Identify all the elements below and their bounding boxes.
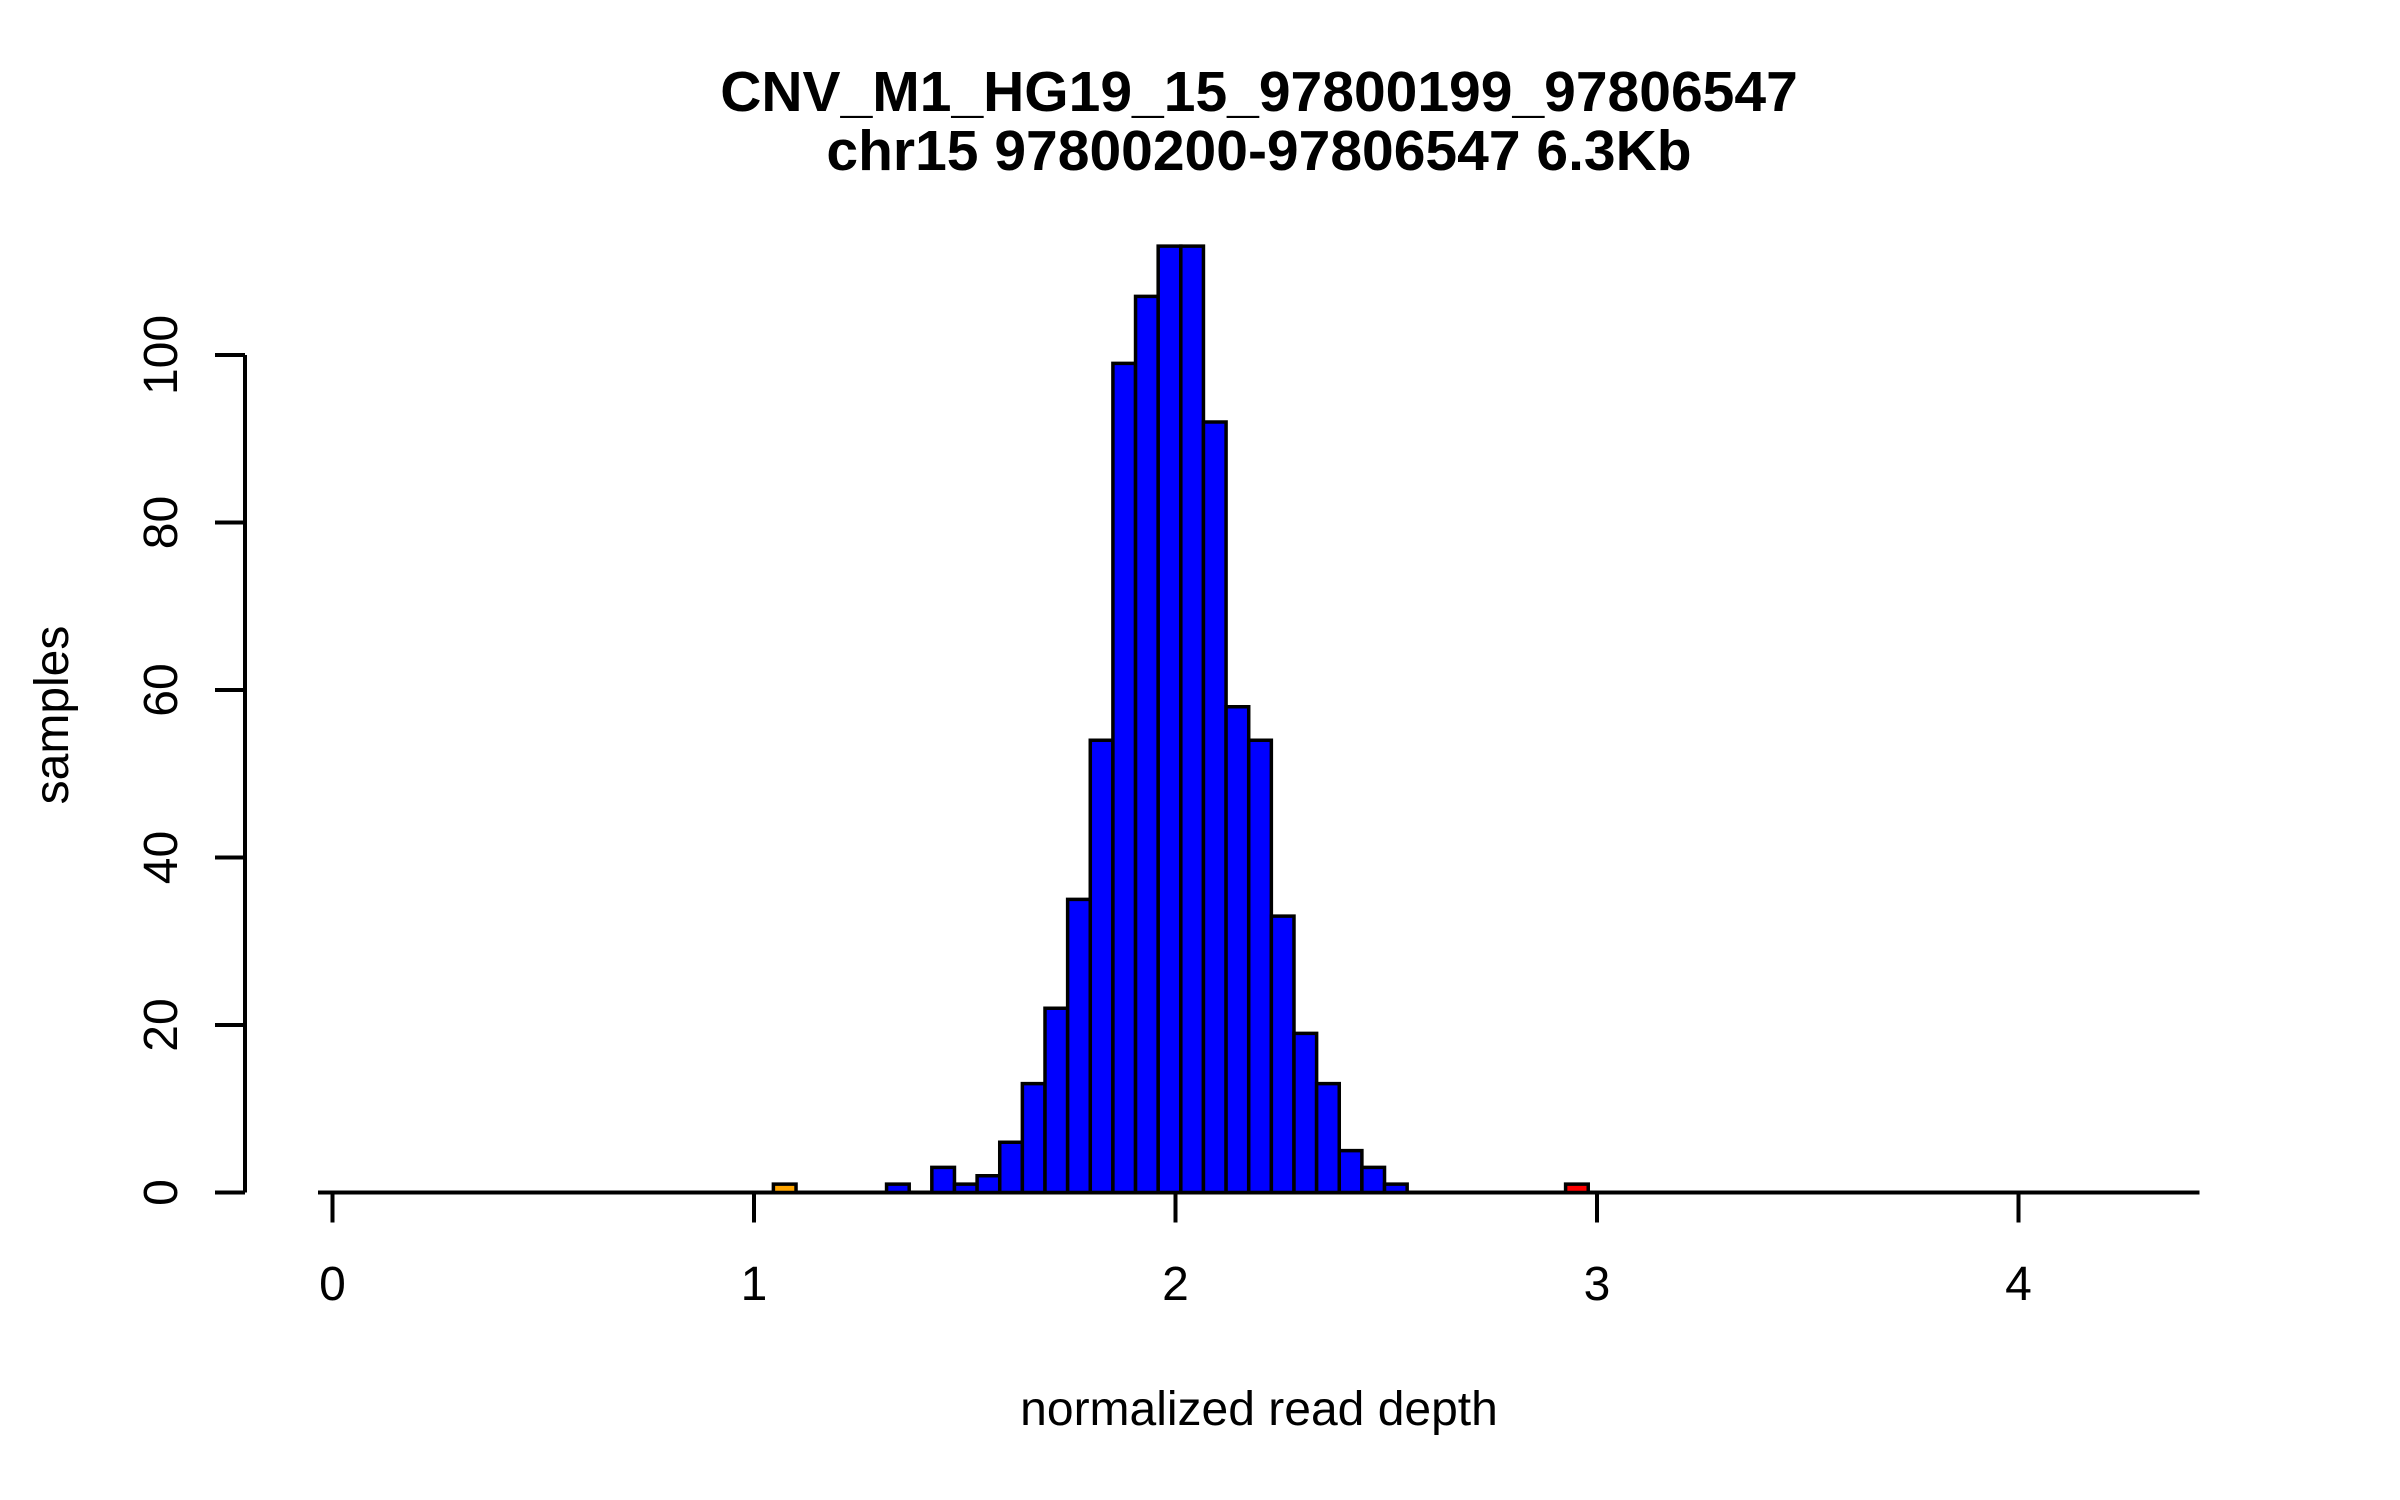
- histogram-bar: [1314, 1081, 1342, 1195]
- histogram-bar: [1360, 1165, 1387, 1195]
- x-tick-label: 3: [1584, 1258, 1611, 1311]
- chart-title-line2: chr15 97800200-97806547 6.3Kb: [826, 119, 1691, 183]
- y-tick-label: 0: [135, 1179, 188, 1206]
- x-tick-label: 0: [319, 1258, 346, 1311]
- y-tick-label: 60: [135, 663, 188, 716]
- y-tick-label: 100: [135, 315, 188, 395]
- histogram-bar: [1111, 361, 1138, 1195]
- y-tick-label: 40: [135, 831, 188, 884]
- histogram-bar: [1201, 420, 1228, 1195]
- histogram-bar: [1179, 244, 1206, 1195]
- histogram-bar: [952, 1182, 979, 1195]
- histogram-bar: [1043, 1006, 1070, 1195]
- histogram-bar: [975, 1174, 1002, 1195]
- histogram-bar: [1065, 897, 1093, 1195]
- histogram-bar: [1246, 738, 1274, 1195]
- low-outlier-bar: [771, 1182, 798, 1195]
- chart-title-line1: CNV_M1_HG19_15_97800199_97806547: [720, 60, 1798, 124]
- x-tick-label: 2: [1162, 1258, 1189, 1311]
- histogram-bar: [1224, 705, 1251, 1195]
- histogram-bar: [884, 1182, 911, 1195]
- histogram-bar: [1088, 738, 1115, 1195]
- histogram-bar: [1269, 914, 1296, 1195]
- histogram-bar: [930, 1165, 957, 1195]
- y-tick-label: 80: [135, 496, 188, 549]
- x-axis-label: normalized read depth: [1020, 1383, 1498, 1436]
- x-tick-label: 1: [741, 1258, 768, 1311]
- histogram-bar: [997, 1140, 1025, 1195]
- histogram-bar: [1382, 1182, 1409, 1195]
- y-axis-label: samples: [26, 626, 79, 805]
- y-tick-label: 20: [135, 998, 188, 1051]
- high-outlier-bar: [1563, 1182, 1590, 1195]
- histogram-bar: [1156, 244, 1183, 1195]
- histogram-bar: [1020, 1081, 1047, 1195]
- histogram-bar: [1292, 1031, 1319, 1195]
- histogram-bars: [771, 244, 1590, 1195]
- histogram-bar: [1337, 1148, 1364, 1195]
- x-tick-label: 4: [2005, 1258, 2032, 1311]
- histogram-bar: [1133, 294, 1160, 1195]
